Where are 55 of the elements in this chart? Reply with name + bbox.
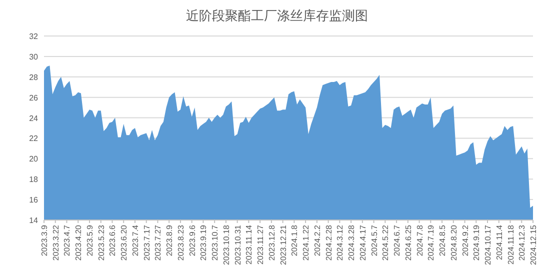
- x-tick-label: 2024.7.19: [426, 224, 436, 261]
- x-tick-label: 2024.7.8: [415, 224, 424, 256]
- chart-title: 近阶段聚酯工厂涤丝库存监测图: [186, 8, 368, 23]
- x-tick-label: 2024.2.2: [312, 224, 322, 256]
- x-tick-label: 2023.8.23: [176, 224, 186, 261]
- y-tick-label: 24: [29, 114, 39, 123]
- x-tick-label: 2023.7.27: [154, 224, 163, 261]
- x-tick-label: 2024.1.22: [302, 224, 311, 261]
- y-tick-label: 30: [29, 52, 39, 62]
- x-tick-label: 2024.3.28: [347, 224, 356, 261]
- x-tick-label: 2024.8.5: [438, 224, 448, 256]
- x-tick-label: 2024.4.17: [358, 224, 368, 261]
- y-tick-label: 18: [29, 175, 39, 184]
- x-tick-label: 2023.12.21: [278, 224, 288, 266]
- x-tick-label: 2023.7.17: [142, 224, 152, 261]
- x-tick-label: 2023.5.9: [85, 224, 94, 256]
- x-tick-label: 2023.4.7: [62, 224, 72, 256]
- x-tick-label: 2023.9.19: [199, 224, 208, 261]
- y-tick-label: 16: [29, 196, 39, 205]
- x-tick-label: 2023.10.7: [210, 224, 220, 261]
- x-tick-label: 2023.10.18: [222, 224, 231, 266]
- x-tick-label: 2023.12.8: [267, 224, 276, 261]
- x-tick-label: 2024.6.25: [404, 224, 413, 261]
- x-tick-label: 2024.12.15: [529, 224, 538, 266]
- x-tick-label: 2024.11.18: [506, 224, 516, 264]
- x-tick-label: 2023.7.4: [130, 224, 140, 256]
- x-tick-label: 2024.9.2: [460, 224, 470, 256]
- x-tick-label: 2024.10.17: [484, 224, 493, 266]
- x-tick-label: 2024.3.12: [336, 224, 345, 261]
- x-tick-label: 2024.11.4: [494, 224, 504, 260]
- y-tick-label: 32: [29, 32, 39, 41]
- y-tick-label: 26: [29, 93, 39, 102]
- x-tick-label: 2023.10.31: [233, 224, 242, 266]
- x-tick-label: 2024.5.22: [381, 224, 390, 261]
- x-tick-label: 2024.8.20: [449, 224, 458, 261]
- y-tick-label: 14: [29, 216, 39, 225]
- x-tick-label: 2023.3.22: [51, 224, 60, 261]
- x-tick-label: 2024.12.3: [518, 224, 527, 261]
- y-tick-label: 22: [29, 134, 39, 144]
- x-tick-label: 2023.5.23: [96, 224, 106, 261]
- x-tick-label: 2023.8.9: [165, 224, 174, 256]
- x-tick-label: 2023.3.9: [40, 224, 49, 256]
- x-tick-label: 2024.9.19: [472, 224, 482, 261]
- x-tick-label: 2024.1.8: [290, 224, 300, 256]
- x-tick-label: 2023.11.27: [256, 224, 266, 264]
- y-tick-label: 28: [29, 72, 39, 82]
- x-tick-label: 2023.11.14: [244, 224, 254, 264]
- x-tick-label: 2023.6.20: [120, 224, 129, 261]
- x-tick-label: 2023.9.6: [188, 224, 197, 256]
- x-tick-label: 2024.5.7: [370, 224, 379, 256]
- x-tick-label: 2023.6.6: [108, 224, 118, 256]
- x-tick-label: 2024.2.28: [324, 224, 334, 261]
- x-tick-label: 2023.4.20: [74, 224, 84, 261]
- y-tick-label: 20: [29, 154, 39, 164]
- x-tick-label: 2024.6.7: [392, 224, 402, 256]
